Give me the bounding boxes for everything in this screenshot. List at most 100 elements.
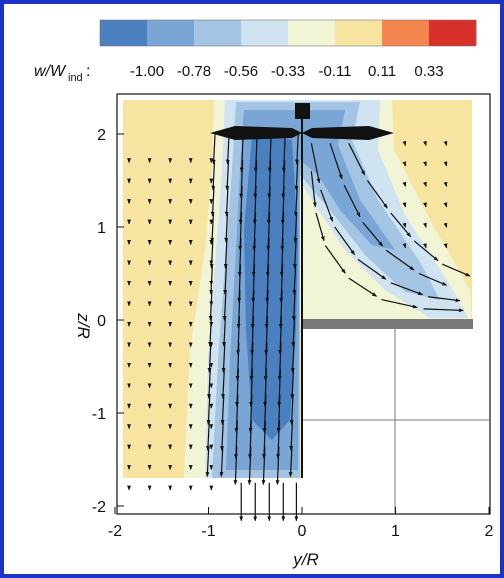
x-tick-label: -1 <box>201 523 215 540</box>
velocity-vector <box>224 212 229 243</box>
x-tick-label: 0 <box>298 523 307 540</box>
y-tick-label: 0 <box>97 313 106 330</box>
velocity-vector <box>292 238 297 269</box>
velocity-vector <box>423 308 464 313</box>
velocity-vector <box>220 420 224 451</box>
velocity-vector <box>209 238 214 269</box>
colorbar-subscript: ind <box>68 72 83 84</box>
colorbar-label: w/W ind : <box>34 63 90 84</box>
rotor-blade-left <box>210 126 302 140</box>
velocity-vector <box>362 221 384 247</box>
velocity-vector <box>294 186 298 217</box>
velocity-vector <box>366 180 388 209</box>
colorbar-tick-label: -0.33 <box>271 63 305 80</box>
colorbar-swatch <box>147 20 195 46</box>
velocity-vector <box>402 181 407 187</box>
velocity-vector <box>418 272 448 286</box>
velocity-vector <box>423 243 427 249</box>
velocity-vector <box>210 186 215 217</box>
velocity-vector <box>443 140 448 146</box>
colorbar-swatch <box>288 20 336 46</box>
velocity-vector <box>261 446 266 485</box>
velocity-vector <box>220 394 225 425</box>
colorbar-swatch <box>100 20 148 46</box>
velocity-vector <box>233 446 238 485</box>
velocity-vector <box>310 143 321 184</box>
velocity-vector <box>423 222 427 228</box>
contour-core-100 <box>244 135 298 440</box>
colorbar-swatch <box>382 20 430 46</box>
colorbar-swatch <box>429 20 477 46</box>
velocity-vector <box>329 143 343 180</box>
velocity-vector <box>223 264 228 295</box>
velocity-vector <box>222 290 227 321</box>
velocity-vector <box>315 212 325 242</box>
velocity-vector <box>222 316 227 347</box>
velocity-vector <box>206 394 211 425</box>
colorbar-swatch <box>194 20 242 46</box>
velocity-vector <box>324 245 346 274</box>
y-tick-label: 1 <box>97 220 106 237</box>
y-axis: 2 1 0 -1 -2 <box>92 127 124 516</box>
velocity-contour-chart: w/W ind : -1.00 -0.78 -0.56 -0.33 -0.11 0.11 0… <box>34 19 494 569</box>
velocity-vector <box>275 446 280 485</box>
velocity-vector <box>219 446 224 477</box>
velocity-vector <box>289 420 294 451</box>
velocity-vector <box>292 264 297 295</box>
velocity-vector <box>443 161 448 167</box>
velocity-vector <box>211 133 216 165</box>
velocity-vectors <box>127 133 471 522</box>
velocity-vector <box>221 368 225 399</box>
velocity-vector <box>223 238 228 269</box>
velocity-vector <box>390 212 412 238</box>
velocity-vector <box>402 140 407 146</box>
velocity-vector <box>225 160 230 191</box>
colorbar-colon: : <box>86 63 90 80</box>
velocity-vector <box>402 243 407 249</box>
velocity-vector <box>381 298 418 309</box>
velocity-vector <box>334 226 356 256</box>
x-axis-label: y/R <box>292 550 319 569</box>
velocity-vector <box>206 420 210 451</box>
colorbar-tick-label: 0.11 <box>368 63 396 80</box>
velocity-vector <box>348 143 366 176</box>
rotor-assembly <box>210 103 394 478</box>
velocity-vector <box>210 212 215 243</box>
y-tick-label: -2 <box>92 499 106 516</box>
velocity-vector <box>390 282 424 296</box>
velocity-vector <box>288 446 293 477</box>
colorbar-swatch <box>335 20 383 46</box>
x-tick-label: -2 <box>108 523 122 540</box>
velocity-vector <box>208 290 213 321</box>
velocity-vector <box>207 342 212 373</box>
x-axis: -2 -1 0 1 2 <box>108 507 494 540</box>
velocity-vector <box>402 202 407 208</box>
velocity-vector <box>291 290 296 321</box>
velocity-vector <box>290 368 295 399</box>
velocity-vector <box>443 202 448 208</box>
velocity-vector <box>320 189 334 222</box>
colorbar-tick-label: -0.78 <box>177 63 211 80</box>
velocity-vector <box>208 316 213 347</box>
rotor-hub <box>295 103 310 119</box>
velocity-vector <box>293 212 298 243</box>
velocity-vector <box>343 184 361 218</box>
velocity-vector <box>357 259 387 280</box>
rotor-blade-right <box>302 126 394 140</box>
ground-region <box>301 319 489 513</box>
x-tick-label: 1 <box>391 523 400 540</box>
velocity-vector <box>291 316 296 347</box>
ground-plate <box>301 319 473 329</box>
velocity-vector <box>207 368 211 399</box>
velocity-vector <box>211 160 216 191</box>
colorbar-outline <box>99 19 477 47</box>
colorbar-swatch <box>241 20 289 46</box>
velocity-vector <box>224 186 229 217</box>
velocity-vector <box>289 394 294 425</box>
velocity-vector <box>423 161 427 167</box>
velocity-vector <box>294 160 299 191</box>
velocity-vector <box>413 240 439 262</box>
colorbar-tick-label: -0.56 <box>224 63 258 80</box>
velocity-vector <box>423 202 427 208</box>
